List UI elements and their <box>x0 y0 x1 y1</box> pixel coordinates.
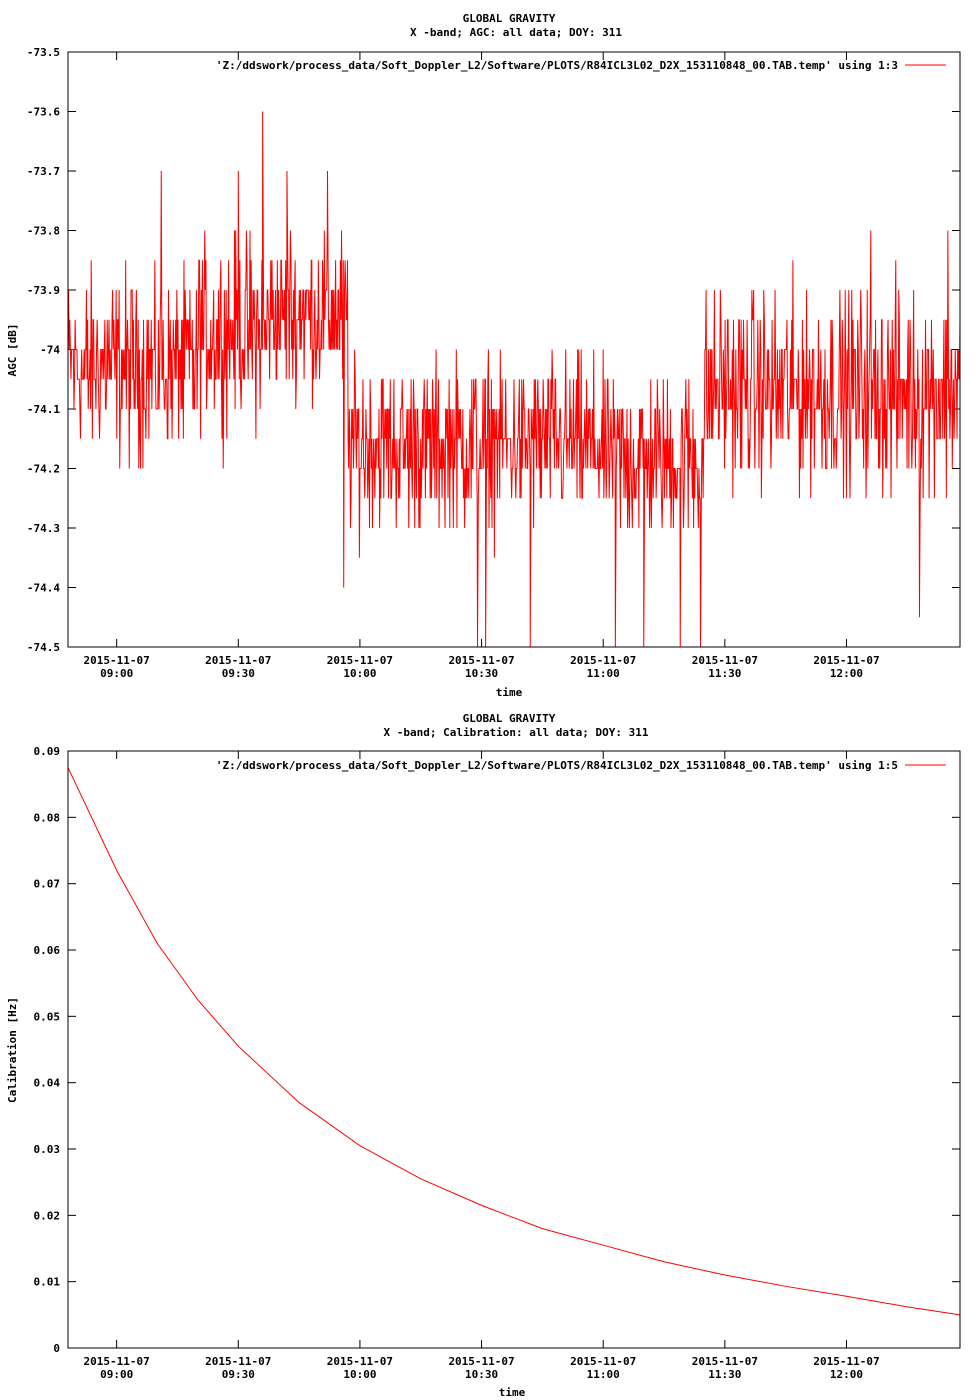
agc-x-tick-time: 10:00 <box>343 667 376 680</box>
calibration-x-tick-date: 2015-11-07 <box>327 1355 393 1368</box>
calibration-x-tick-date: 2015-11-07 <box>448 1355 514 1368</box>
calibration-chart-subtitle: X -band; Calibration: all data; DOY: 311 <box>384 726 649 739</box>
calibration-x-tick-date: 2015-11-07 <box>692 1355 758 1368</box>
calibration-y-tick-label: 0.07 <box>34 878 61 891</box>
agc-x-tick-date: 2015-11-07 <box>813 654 879 667</box>
agc-plot-border <box>67 51 961 648</box>
calibration-x-tick-date: 2015-11-07 <box>84 1355 150 1368</box>
calibration-x-axis: 2015-11-0709:002015-11-0709:302015-11-07… <box>84 751 880 1381</box>
agc-x-tick-time: 09:00 <box>100 667 133 680</box>
agc-y-axis-label: AGC [dB] <box>6 324 19 377</box>
calibration-y-tick-label: 0.05 <box>34 1010 61 1023</box>
agc-y-tick-label: -74.3 <box>27 522 60 535</box>
calibration-y-tick-label: 0.08 <box>34 811 61 824</box>
agc-y-tick-label: -73.9 <box>27 284 60 297</box>
agc-y-tick-label: -74.2 <box>27 463 60 476</box>
agc-x-tick-time: 11:30 <box>708 667 741 680</box>
agc-chart: GLOBAL GRAVITY X -band; AGC: all data; D… <box>6 12 961 699</box>
calibration-x-tick-time: 10:30 <box>465 1368 498 1381</box>
agc-x-tick-date: 2015-11-07 <box>570 654 636 667</box>
agc-series-line <box>67 111 961 648</box>
agc-plot-area <box>67 111 961 648</box>
calibration-x-tick-time: 09:30 <box>222 1368 255 1381</box>
calibration-y-tick-label: 0.04 <box>34 1077 61 1090</box>
calibration-y-tick-label: 0.09 <box>34 745 61 758</box>
calibration-legend-label: 'Z:/ddswork/process_data/Soft_Doppler_L2… <box>216 759 898 772</box>
agc-x-axis: 2015-11-0709:002015-11-0709:302015-11-07… <box>84 52 880 680</box>
calibration-chart-title: GLOBAL GRAVITY <box>463 712 556 725</box>
agc-y-tick-label: -74.4 <box>27 582 60 595</box>
agc-chart-subtitle: X -band; AGC: all data; DOY: 311 <box>410 26 622 39</box>
calibration-y-tick-label: 0 <box>53 1342 60 1355</box>
calibration-x-tick-time: 10:00 <box>343 1368 376 1381</box>
calibration-x-tick-time: 09:00 <box>100 1368 133 1381</box>
agc-y-tick-label: -74 <box>40 344 60 357</box>
agc-x-tick-time: 12:00 <box>830 667 863 680</box>
agc-legend: 'Z:/ddswork/process_data/Soft_Doppler_L2… <box>216 59 946 72</box>
agc-y-tick-label: -74.5 <box>27 641 60 654</box>
agc-y-tick-label: -73.6 <box>27 106 60 119</box>
agc-legend-label: 'Z:/ddswork/process_data/Soft_Doppler_L2… <box>216 59 898 72</box>
calibration-legend: 'Z:/ddswork/process_data/Soft_Doppler_L2… <box>216 759 946 772</box>
calibration-y-axis-label: Calibration [Hz] <box>6 997 19 1103</box>
agc-x-tick-time: 11:00 <box>587 667 620 680</box>
agc-y-axis: -73.5 -73.6 -73.7 -73.8 -73.9 -74 -74.1 -74.2 -7… <box>27 46 960 654</box>
calibration-plot-area <box>67 767 961 1316</box>
calibration-x-tick-date: 2015-11-07 <box>813 1355 879 1368</box>
agc-x-tick-time: 10:30 <box>465 667 498 680</box>
calibration-y-tick-label: 0.01 <box>34 1276 61 1289</box>
agc-x-tick-date: 2015-11-07 <box>84 654 150 667</box>
agc-x-axis-label: time <box>496 686 523 699</box>
calibration-series-line <box>67 767 961 1316</box>
agc-x-tick-date: 2015-11-07 <box>205 654 271 667</box>
calibration-x-tick-time: 11:30 <box>708 1368 741 1381</box>
agc-x-tick-date: 2015-11-07 <box>692 654 758 667</box>
agc-x-tick-time: 09:30 <box>222 667 255 680</box>
calibration-y-axis: 0.09 0.08 0.07 0.06 0.05 0.04 0.03 0.02 0.01 0 <box>34 745 960 1355</box>
calibration-x-axis-label: time <box>499 1386 526 1399</box>
agc-x-tick-date: 2015-11-07 <box>448 654 514 667</box>
agc-y-tick-label: -73.5 <box>27 46 60 59</box>
agc-y-tick-label: -73.7 <box>27 165 60 178</box>
agc-y-tick-label: -73.8 <box>27 225 60 238</box>
calibration-plot-border <box>67 750 961 1349</box>
calibration-y-tick-label: 0.02 <box>34 1209 61 1222</box>
agc-x-tick-date: 2015-11-07 <box>327 654 393 667</box>
calibration-y-tick-label: 0.03 <box>34 1143 61 1156</box>
calibration-y-tick-label: 0.06 <box>34 944 61 957</box>
calibration-x-tick-date: 2015-11-07 <box>570 1355 636 1368</box>
agc-y-tick-label: -74.1 <box>27 403 60 416</box>
agc-chart-title: GLOBAL GRAVITY <box>463 12 556 25</box>
calibration-x-tick-time: 12:00 <box>830 1368 863 1381</box>
calibration-chart: GLOBAL GRAVITY X -band; Calibration: all… <box>6 712 961 1399</box>
calibration-x-tick-date: 2015-11-07 <box>205 1355 271 1368</box>
calibration-x-tick-time: 11:00 <box>587 1368 620 1381</box>
